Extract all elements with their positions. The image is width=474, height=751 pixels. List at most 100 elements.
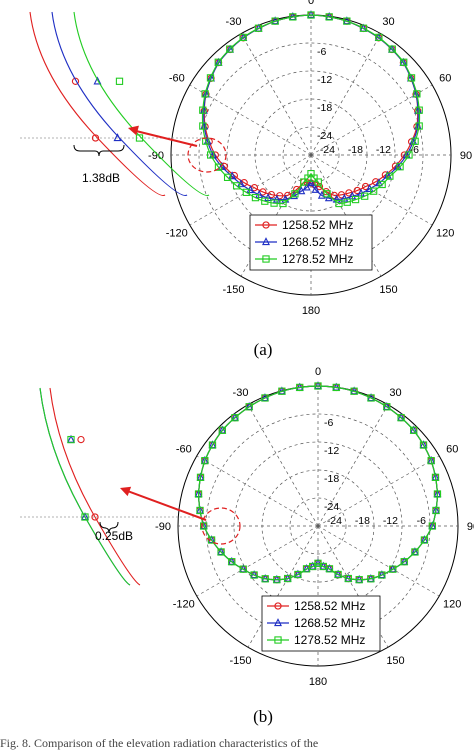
series-marker — [389, 565, 397, 573]
radial-tick-label: -6 — [324, 417, 333, 429]
angle-tick-label: -150 — [229, 655, 251, 667]
series-line — [197, 385, 439, 581]
angle-tick-label: -150 — [222, 284, 244, 296]
series-marker — [344, 574, 352, 583]
series-marker — [383, 403, 391, 411]
legend-marker — [262, 237, 270, 246]
radial-tick-label: -18 — [348, 144, 363, 156]
angle-tick-label: -60 — [176, 444, 192, 456]
series-marker — [343, 198, 351, 206]
series-marker — [223, 173, 232, 181]
grid-spoke — [317, 525, 440, 597]
series-marker — [386, 172, 394, 180]
series-marker — [284, 574, 292, 583]
series-marker — [411, 137, 419, 145]
series-marker — [291, 190, 299, 198]
inset-marker — [71, 77, 80, 85]
series-marker — [242, 188, 250, 196]
series-marker — [400, 558, 408, 566]
series-marker — [279, 199, 287, 208]
callout-arrowhead — [120, 486, 132, 497]
legend-label: 1268.52 MHz — [282, 235, 353, 249]
panel-label-a: (a) — [254, 340, 273, 359]
series-marker — [367, 394, 375, 402]
panel-b: 0 30 60 90 120 150 180 -150 -120 -90 -60 -30 -6 -6 -12… — [20, 366, 474, 726]
legend-label: 1268.52 MHz — [294, 616, 365, 630]
delta-annotation: 1.38dB — [82, 171, 120, 185]
series-marker — [359, 24, 368, 32]
tick-labels-a: 0 30 60 90 120 150 180 -150 -120 -90 -60 -30 -6 -6 -12… — [148, 0, 472, 317]
series-marker — [378, 571, 386, 579]
series-marker — [350, 387, 358, 395]
series-marker — [228, 558, 236, 566]
series-marker — [388, 45, 396, 53]
grid-spoke — [317, 404, 389, 527]
grid-spoke — [240, 33, 312, 156]
series-group-a — [199, 10, 423, 208]
grid-spoke — [196, 455, 319, 527]
angle-tick-label: 180 — [309, 676, 327, 688]
grid-spoke — [189, 84, 312, 156]
highlight-ellipse — [187, 137, 227, 173]
series-marker — [378, 180, 386, 189]
series-marker — [355, 576, 363, 584]
series-marker — [322, 187, 330, 196]
radial-tick-label: -12 — [324, 445, 339, 457]
series-marker — [196, 506, 204, 515]
series-marker — [289, 13, 297, 21]
callout-arrow — [133, 129, 198, 147]
grid-ring — [289, 497, 347, 555]
angle-tick-label: -90 — [148, 150, 164, 162]
series-marker — [419, 441, 428, 449]
inset-marker — [81, 513, 89, 521]
radial-tick-label: -24 — [324, 501, 339, 513]
angle-tick-label: 0 — [308, 0, 314, 7]
angle-tick-label: -90 — [155, 521, 171, 533]
radial-tick-label: -6 — [417, 515, 426, 527]
grid-spoke — [247, 525, 319, 648]
zoom-inset-a: 1.38dB — [20, 11, 227, 197]
series-marker — [307, 178, 315, 187]
grid-spoke — [247, 404, 319, 527]
legend-label: 1278.52 MHz — [294, 633, 365, 647]
radial-tick-label: -24 — [317, 130, 332, 142]
series-marker — [343, 17, 351, 25]
series-marker — [226, 45, 234, 53]
angle-tick-label: 30 — [382, 16, 394, 28]
legend-label: 1258.52 MHz — [294, 599, 365, 613]
inset-curve — [51, 11, 188, 197]
radial-tick-label: -24 — [327, 515, 342, 527]
series-marker — [427, 457, 435, 465]
radial-tick-label: -12 — [376, 144, 391, 156]
series-marker — [218, 426, 226, 434]
series-marker — [300, 178, 308, 186]
series-marker — [323, 190, 331, 198]
legend-marker — [274, 602, 282, 610]
inset-marker — [93, 76, 102, 85]
series-marker — [351, 195, 360, 204]
series-marker — [201, 90, 209, 98]
inset-marker — [77, 435, 85, 444]
brace — [99, 521, 119, 534]
series-marker — [194, 490, 203, 498]
series-marker — [232, 182, 241, 190]
inset-curve — [29, 11, 166, 197]
series-marker — [325, 13, 333, 21]
series-marker — [367, 575, 375, 583]
series-marker — [302, 565, 311, 573]
radial-tick-label: -18 — [317, 102, 332, 114]
legend-marker — [262, 221, 270, 229]
radial-tick-label: -12 — [317, 74, 332, 86]
series-marker — [239, 33, 247, 42]
legend-label: 1278.52 MHz — [282, 252, 353, 266]
series-marker — [296, 383, 304, 392]
radial-tick-label: -12 — [383, 515, 398, 527]
figure-caption: Fig. 8. Comparison of the elevation radi… — [0, 736, 318, 750]
series-marker — [261, 394, 269, 402]
angle-tick-label: 120 — [443, 599, 461, 611]
series-marker — [261, 197, 269, 205]
angle-tick-label: -60 — [169, 73, 185, 85]
panel-label-b: (b) — [253, 707, 273, 726]
angle-tick-label: 0 — [315, 366, 321, 378]
series-marker — [200, 522, 208, 530]
